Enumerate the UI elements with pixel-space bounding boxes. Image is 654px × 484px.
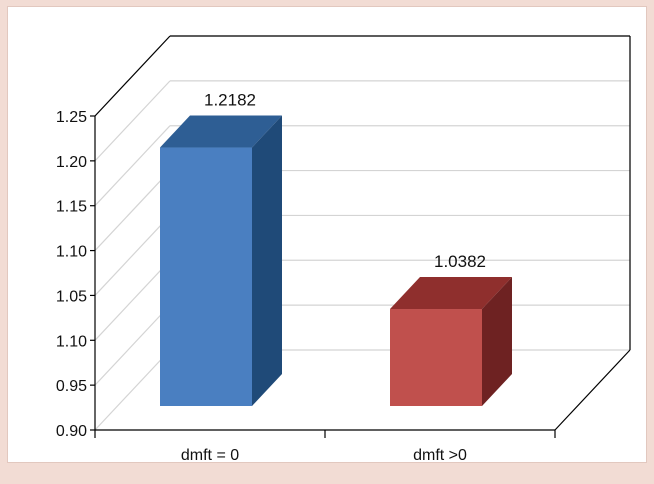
plot-panel [7,6,647,463]
gridline-wall [94,259,171,341]
y-tick-label: 1.20 [56,154,87,171]
bar-1 [390,277,512,406]
bar-front-face [160,147,252,406]
y-tick-label: 1.10 [56,333,87,350]
top-left-depth-edge [94,35,171,117]
data-label: 1.2182 [204,91,256,110]
bar-front-face [390,309,482,406]
x-category-label: dmft = 0 [181,447,239,464]
gridline-wall [94,125,171,207]
gridline-wall [94,215,171,296]
bar-side-face [252,115,282,406]
floor-right-edge [554,349,631,431]
gridline-wall [94,304,171,386]
y-tick-label: 1.05 [56,288,87,305]
y-tick-label: 1.15 [56,199,87,216]
gridline-wall [94,170,171,251]
bar-side-face [482,277,512,406]
bar-0 [160,115,282,406]
labels: 0.90 0.95 1.10 1.05 1.10 1.15 1.20 1.25 1.2182 dm… [56,91,486,464]
data-label: 1.0382 [434,252,486,271]
y-tick-label: 0.95 [56,378,87,395]
y-tick-label: 0.90 [56,423,87,440]
x-category-label: dmft >0 [413,447,467,464]
y-tick-label: 1.25 [56,109,87,126]
axes [90,35,631,438]
bar-top-face [390,277,512,310]
gridline-wall [94,80,171,162]
bars [160,115,512,406]
bar-top-face [160,115,282,148]
gridline-wall [94,349,171,431]
y-tick-label: 1.10 [56,244,87,261]
